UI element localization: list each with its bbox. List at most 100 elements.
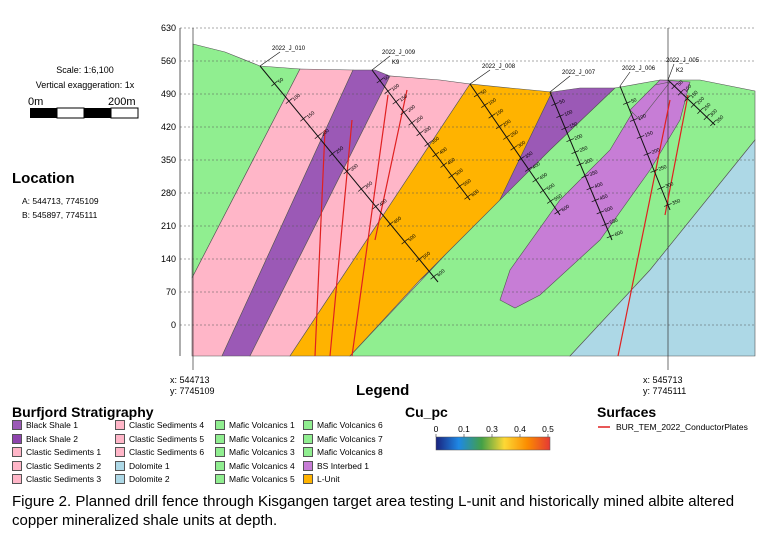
- conductor-plate-line: [664, 94, 689, 216]
- conductor-plate-line: [351, 94, 389, 357]
- stratigraphy-title: Burfjord Stratigraphy: [12, 404, 154, 420]
- drillhole-leader: [549, 75, 571, 93]
- depth-label: 600: [561, 204, 571, 214]
- depth-tick: [636, 135, 645, 139]
- depth-tick: [581, 174, 590, 179]
- depth-label: 250: [335, 145, 345, 155]
- figure-caption: Figure 2. Planned drill fence through Ki…: [12, 493, 735, 529]
- legend-label: Clastic Sediments 5: [129, 433, 205, 444]
- depth-label: 200: [696, 96, 706, 106]
- depth-label: 100: [291, 93, 301, 103]
- stratigraphy-legend-item: Black Shale 2: [12, 433, 78, 444]
- legend-swatch: [215, 474, 225, 484]
- legend-swatch: [215, 447, 225, 457]
- y-tick-label: 420: [161, 122, 176, 132]
- depth-label: 450: [446, 157, 456, 167]
- depth-tick: [684, 95, 691, 102]
- depth-tick: [481, 102, 489, 108]
- legend-label: Black Shale 2: [26, 433, 78, 444]
- depth-tick: [416, 130, 424, 137]
- depth-label: 50: [277, 77, 285, 85]
- stratigraphy-legend-item: L-Unit: [303, 474, 340, 484]
- drillhole-name: 2022_J_006: [622, 66, 656, 72]
- legend-swatch: [303, 447, 313, 457]
- depth-label: 50: [383, 74, 391, 82]
- depth-label: 150: [398, 93, 408, 103]
- legend-label: Black Shale 1: [26, 420, 78, 430]
- drillhole-name: 2022_J_010: [272, 46, 306, 52]
- depth-tick: [424, 141, 432, 147]
- depth-label: 400: [594, 181, 604, 190]
- depth-tick: [415, 256, 423, 262]
- depth-label: 150: [306, 110, 316, 120]
- y-tick-label: 560: [161, 56, 176, 66]
- scale-bar: [30, 107, 139, 119]
- y-tick-label: 0: [171, 320, 176, 330]
- depth-tick: [314, 133, 322, 140]
- depth-tick: [525, 166, 533, 172]
- depth-label: 550: [609, 217, 619, 226]
- legend-swatch: [115, 474, 125, 484]
- depth-tick: [432, 151, 440, 158]
- end-x: x: 545713: [643, 375, 683, 385]
- location-a: A: 544713, 7745109: [22, 196, 99, 206]
- depth-tick: [629, 118, 638, 122]
- cu-tick-label: 0.4: [514, 424, 526, 434]
- depth-label: 500: [546, 182, 556, 192]
- depth-tick: [546, 198, 554, 204]
- depth-label: 150: [689, 90, 699, 100]
- stratigraphy-legend-item: Mafic Volcanics 1: [215, 420, 295, 430]
- stratigraphy-legend-item: Clastic Sediments 3: [12, 474, 101, 484]
- scale-label: Scale: 1:6,100: [56, 65, 114, 75]
- drillhole-name: 2022_J_005: [666, 58, 700, 64]
- depth-label: 100: [487, 97, 497, 107]
- depth-tick: [271, 80, 278, 87]
- depth-tick: [551, 102, 559, 106]
- depth-label: 350: [430, 136, 440, 146]
- cu-tick-label: 0.3: [486, 424, 498, 434]
- depth-tick: [643, 152, 652, 156]
- legend-label: Mafic Volcanics 7: [317, 433, 383, 444]
- drillhole-leader: [371, 55, 391, 71]
- depth-tick: [372, 203, 380, 210]
- conductor-plate-line: [314, 129, 326, 357]
- legend-label: L-Unit: [317, 474, 340, 484]
- depth-tick: [400, 109, 408, 115]
- depth-tick: [556, 114, 564, 118]
- y-tick-label: 630: [161, 23, 176, 33]
- drillhole-trace: [259, 65, 439, 283]
- stratigraphy-legend-item: Black Shale 1: [12, 420, 78, 430]
- surfaces-title: Surfaces: [597, 404, 657, 420]
- legend-swatch: [115, 433, 125, 444]
- depth-tick: [392, 99, 400, 105]
- depth-tick: [488, 113, 496, 119]
- conductor-plate-line: [374, 89, 408, 241]
- drillhole-leader: [259, 51, 281, 67]
- target-label: K2: [676, 68, 684, 74]
- stratigraphy-legend-item: Clastic Sediments 5: [115, 433, 205, 444]
- depth-label: 200: [651, 147, 661, 156]
- y-tick-label: 280: [161, 188, 176, 198]
- legend-label: BS Interbed 1: [317, 460, 369, 471]
- cu-colorbar-ticks: 0 0.1 0.3 0.4 0.5: [434, 424, 554, 437]
- unit-bs-interbed-small: [629, 81, 671, 121]
- legend-swatch: [12, 460, 22, 471]
- depth-tick: [376, 77, 384, 84]
- depth-label: 450: [393, 216, 403, 226]
- drillhole: 2022_J_009 K9 5010015020025030035040045050…: [371, 50, 481, 201]
- y-tick-label: 70: [166, 287, 176, 297]
- depth-tick: [703, 113, 710, 121]
- depth-label: 100: [637, 113, 647, 122]
- legend-swatch: [303, 433, 313, 444]
- depth-label: 100: [564, 109, 574, 118]
- depth-tick: [386, 221, 394, 227]
- depth-label: 550: [553, 193, 563, 203]
- depth-tick: [401, 238, 409, 245]
- depth-label: 350: [524, 150, 534, 160]
- depth-label: 600: [614, 229, 624, 238]
- stratigraphy-legend-item: Mafic Volcanics 5: [215, 474, 295, 484]
- start-y: y: 7745109: [170, 386, 215, 396]
- depth-tick: [539, 187, 547, 194]
